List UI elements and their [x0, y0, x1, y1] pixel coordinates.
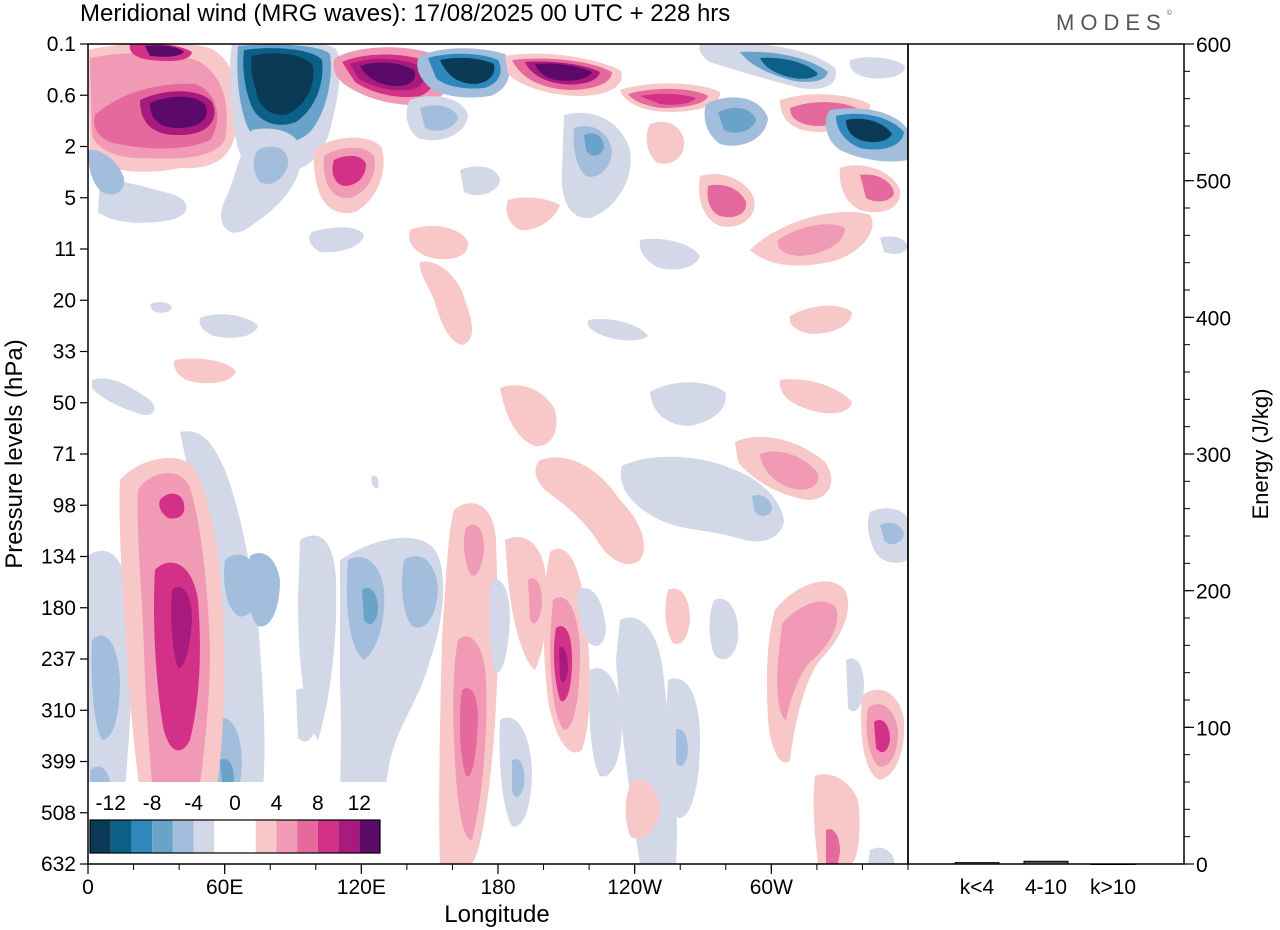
energy-tick-label: 600 — [1196, 34, 1231, 57]
contour-upper-positive-210e — [505, 53, 622, 96]
longitude-tick-label: 120W — [607, 876, 662, 899]
colorbar-swatch — [297, 820, 318, 853]
contour-upper-negative-80e — [229, 44, 340, 172]
pressure-tick-label: 98 — [53, 494, 76, 517]
chart-title: Meridional wind (MRG waves): 17/08/2025 … — [80, 0, 731, 27]
colorbar-swatch — [317, 820, 339, 853]
colorbar-label: -4 — [184, 792, 203, 815]
colorbar-label: 8 — [312, 792, 324, 815]
colorbar-swatch — [214, 820, 235, 853]
colorbar-swatch — [152, 820, 173, 853]
colorbar-label: 12 — [348, 792, 371, 815]
energy-category-label: k<4 — [960, 876, 995, 899]
colorbar: -12 -8 -4 0 4 8 12 — [89, 792, 381, 854]
pressure-tick-label: 508 — [41, 802, 76, 825]
x-axis-label: Longitude — [444, 901, 549, 928]
energy-category-label: 4-10 — [1025, 876, 1067, 899]
energy-tick-label: 200 — [1196, 581, 1231, 604]
colorbar-label: 4 — [271, 792, 283, 815]
colorbar-swatch — [255, 820, 277, 853]
colorbar-swatch — [235, 820, 256, 853]
longitude-tick-label: 60E — [206, 876, 243, 899]
energy-tick-label: 300 — [1196, 444, 1231, 467]
colorbar-swatch — [172, 820, 194, 853]
colorbar-swatch — [90, 820, 111, 853]
longitude-tick-label: 120E — [337, 876, 386, 899]
pressure-tick-label: 50 — [53, 392, 76, 415]
energy-tick-label: 400 — [1196, 307, 1231, 330]
colorbar-label: -8 — [143, 792, 162, 815]
energy-bar — [1023, 860, 1069, 865]
energy-bar — [954, 862, 1000, 865]
pressure-tick-label: 399 — [41, 751, 76, 774]
energy-axis: 0 100 200 300 400 500 600 — [1184, 34, 1231, 877]
colorbar-swatch — [193, 820, 215, 853]
logo-mark: © — [1166, 10, 1172, 17]
longitude-tick-label: 60W — [750, 876, 793, 899]
colorbar-swatch — [359, 820, 380, 853]
pressure-tick-label: 71 — [53, 443, 76, 466]
pressure-tick-label: 20 — [53, 289, 76, 312]
energy-bars: k<4 4-10 k>10 — [954, 860, 1136, 899]
pressure-tick-label: 310 — [41, 699, 76, 722]
pressure-tick-label: 5 — [64, 187, 76, 210]
colorbar-swatch — [131, 820, 153, 853]
contour-lower-middle — [439, 503, 739, 864]
contour-upper-east — [620, 44, 908, 162]
y-axis-label: Pressure levels (hPa) — [1, 339, 28, 568]
energy-tick-label: 100 — [1196, 717, 1231, 740]
pressure-tick-label: 134 — [41, 546, 76, 569]
energy-tick-label: 500 — [1196, 171, 1231, 194]
colorbar-swatch — [276, 820, 298, 853]
contour-middle-features — [92, 301, 908, 565]
colorbar-swatch — [338, 820, 360, 853]
colorbar-label: -12 — [96, 792, 126, 815]
contour-lower-east — [766, 581, 905, 864]
contour-upper-mid-spots — [88, 112, 908, 345]
pressure-tick-label: 11 — [54, 238, 76, 261]
colorbar-label: 0 — [229, 792, 241, 815]
modes-logo: MODES© — [1056, 10, 1172, 36]
pressure-tick-label: 237 — [41, 648, 76, 671]
contour-field — [88, 44, 908, 864]
longitude-tick-label: 180 — [480, 876, 515, 899]
longitude-axis: 0 60E 120E 180 120W 60W — [82, 864, 909, 899]
energy-panel-frame — [907, 43, 1185, 865]
energy-bar — [1090, 863, 1136, 865]
contour-upper-negative-170e — [406, 48, 510, 141]
colorbar-swatch — [110, 820, 132, 853]
pressure-tick-label: 0.1 — [47, 33, 76, 56]
energy-category-label: k>10 — [1090, 876, 1136, 899]
pressure-axis: 0.1 0.6 2 5 11 20 33 50 71 98 134 180 237 310 399 508 63… — [41, 33, 88, 876]
contour-upper-positive-west — [88, 44, 238, 172]
longitude-tick-label: 0 — [82, 876, 94, 899]
pressure-tick-label: 33 — [53, 341, 76, 364]
energy-axis-label: Energy (J/kg) — [1248, 389, 1273, 520]
colorbar-frame — [89, 819, 381, 854]
pressure-tick-label: 0.6 — [47, 84, 76, 107]
pressure-tick-label: 2 — [64, 136, 76, 159]
energy-tick-label: 0 — [1196, 854, 1208, 877]
logo-text: MODES — [1056, 10, 1167, 35]
pressure-tick-label: 632 — [41, 853, 76, 876]
pressure-tick-label: 180 — [41, 597, 76, 620]
